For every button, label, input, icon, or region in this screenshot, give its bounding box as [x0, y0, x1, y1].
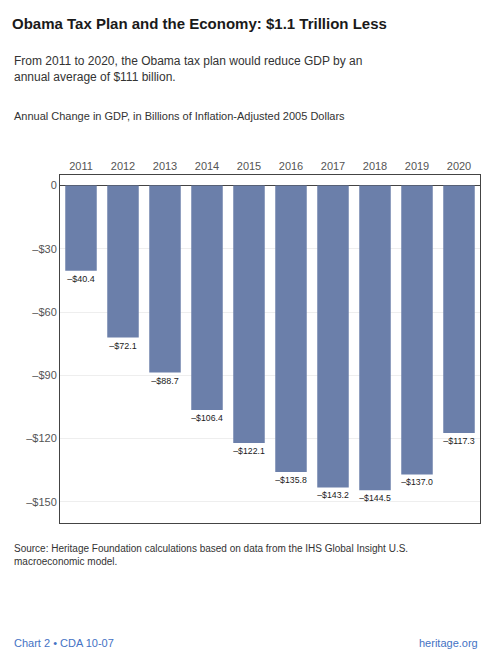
svg-text:–$137.0: –$137.0 [401, 477, 433, 487]
svg-text:–$40.4: –$40.4 [67, 274, 95, 284]
svg-text:–$90: –$90 [32, 369, 56, 381]
svg-text:0: 0 [51, 179, 57, 191]
svg-text:–$143.2: –$143.2 [317, 490, 349, 500]
svg-text:2014: 2014 [195, 160, 219, 172]
svg-text:2012: 2012 [111, 160, 135, 172]
svg-text:Chart 2 • CDA 10-07: Chart 2 • CDA 10-07 [14, 637, 114, 649]
svg-text:2013: 2013 [153, 160, 177, 172]
svg-text:2016: 2016 [279, 160, 303, 172]
svg-text:2011: 2011 [69, 160, 93, 172]
svg-text:2015: 2015 [237, 160, 261, 172]
svg-text:2017: 2017 [321, 160, 345, 172]
svg-text:–$150: –$150 [26, 496, 57, 508]
svg-text:–$122.1: –$122.1 [233, 446, 265, 456]
svg-text:–$106.4: –$106.4 [191, 413, 223, 423]
svg-text:–$135.8: –$135.8 [275, 475, 307, 485]
svg-text:heritage.org: heritage.org [419, 637, 478, 649]
svg-text:2019: 2019 [405, 160, 429, 172]
svg-text:2018: 2018 [363, 160, 387, 172]
svg-text:From 2011 to 2020, the Obama t: From 2011 to 2020, the Obama tax plan wo… [14, 54, 362, 84]
svg-text:Annual Change in GDP, in Billi: Annual Change in GDP, in Billions of Inf… [14, 110, 345, 122]
svg-text:Obama Tax Plan and the Economy: Obama Tax Plan and the Economy: $1.1 Tri… [12, 15, 387, 32]
svg-text:–$117.3: –$117.3 [443, 436, 474, 446]
svg-text:2020: 2020 [447, 160, 471, 172]
svg-text:–$30: –$30 [32, 243, 56, 255]
svg-text:Source: Heritage Foundation ca: Source: Heritage Foundation calculations… [14, 543, 408, 567]
svg-text:–$60: –$60 [32, 306, 56, 318]
svg-text:–$144.5: –$144.5 [359, 493, 391, 503]
svg-text:–$88.7: –$88.7 [151, 376, 179, 386]
svg-text:–$72.1: –$72.1 [109, 341, 137, 351]
svg-text:–$120: –$120 [26, 432, 57, 444]
